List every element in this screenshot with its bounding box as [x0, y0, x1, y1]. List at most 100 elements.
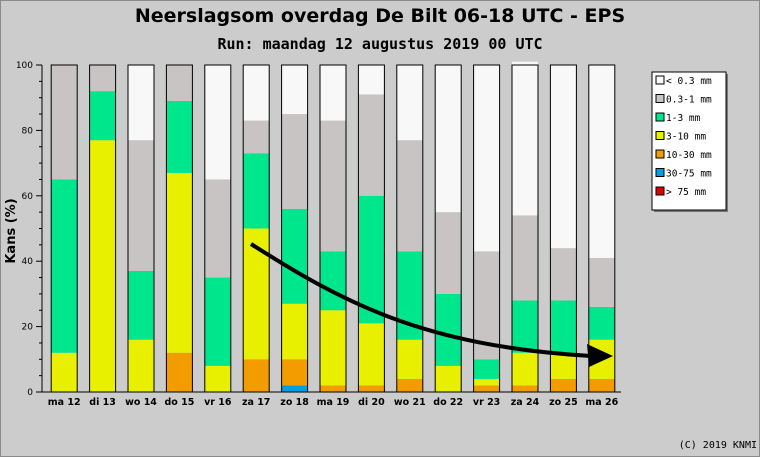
- bar-segment: [358, 65, 385, 95]
- y-tick-label: 100: [16, 61, 33, 71]
- bar-segment: [320, 385, 346, 392]
- legend: < 0.3 mm 0.3-1 mm 1-3 mm 3-10 mm 10-30 mm 30-…: [651, 71, 728, 212]
- bar-segment: [358, 195, 385, 324]
- legend-label: 30-75 mm: [666, 169, 712, 180]
- legend-swatch: [655, 75, 665, 85]
- bar-segment: [550, 248, 577, 301]
- legend-swatch: [655, 186, 665, 196]
- bar-segment: [396, 65, 423, 141]
- bar-segment: [512, 352, 538, 386]
- bar-segment: [51, 352, 78, 392]
- bar-segment: [51, 179, 78, 353]
- bar-segment: [512, 300, 538, 353]
- bar-segment: [435, 212, 462, 294]
- bar-segment: [281, 359, 308, 386]
- bar-segment: [473, 65, 500, 252]
- bar-segment: [550, 378, 577, 392]
- legend-swatch: [655, 131, 665, 140]
- bar-segment: [588, 65, 615, 258]
- y-tick-label: 40: [22, 257, 34, 267]
- x-tick-label: vr 23: [473, 397, 500, 408]
- bar-segment: [358, 94, 385, 196]
- bar-segment: [473, 385, 500, 392]
- legend-swatch: [655, 112, 665, 122]
- bar-segment: [512, 61, 538, 216]
- y-tick-label: 20: [22, 323, 34, 333]
- bar-segment: [204, 179, 231, 278]
- bar-segment: [358, 323, 385, 386]
- x-tick-label: vr 16: [204, 397, 232, 408]
- bar-segment: [243, 228, 270, 360]
- bar-segment: [128, 271, 154, 340]
- bar-segment: [243, 120, 270, 154]
- bar-segment: [281, 114, 308, 209]
- legend-swatch: [655, 168, 665, 177]
- x-tick-label: ma 12: [48, 397, 81, 408]
- legend-label: > 75 mm: [666, 187, 706, 198]
- bar-segment: [166, 352, 193, 392]
- bar-segment: [243, 359, 270, 392]
- bar-segment: [166, 65, 193, 101]
- bar-segment: [588, 306, 615, 340]
- bar-segment: [320, 65, 346, 121]
- legend-label: 0.3-1 mm: [666, 95, 712, 106]
- x-tick-label: zo 18: [280, 397, 309, 408]
- bar-segment: [204, 365, 231, 392]
- bar-segment: [281, 208, 308, 304]
- copyright-text: (C) 2019 KNMI: [679, 440, 757, 451]
- bar-segment: [435, 65, 462, 213]
- bar-segment: [396, 378, 423, 392]
- bar-segment: [281, 385, 308, 392]
- bar-segment: [550, 65, 577, 249]
- x-axis: ma 12 di 13 wo 14 do 15 vr 16 za 17 zo 18 ma 19…: [48, 397, 619, 408]
- bar-segment: [204, 65, 231, 180]
- legend-label: 3-10 mm: [666, 132, 706, 143]
- bar-segment: [281, 303, 308, 360]
- x-tick-label: do 22: [433, 397, 463, 408]
- y-axis: 0 20 40 60 80 100: [16, 61, 621, 398]
- bar-segment: [588, 378, 615, 392]
- bar-segment: [396, 339, 423, 379]
- trend-arrow: [249, 242, 613, 367]
- bar-segment: [204, 277, 231, 366]
- x-tick-label: zo 25: [549, 397, 578, 408]
- bar-segment: [89, 65, 116, 92]
- x-tick-label: za 24: [511, 397, 540, 408]
- bar-segment: [435, 365, 462, 392]
- bar-segment: [320, 251, 346, 311]
- y-axis-label: Kans (%): [4, 198, 19, 263]
- bars-group: [50, 61, 616, 393]
- bar-segment: [128, 140, 154, 272]
- x-tick-label: di 20: [358, 397, 385, 408]
- bar-segment: [358, 385, 385, 392]
- bar-segment: [89, 140, 116, 392]
- chart-subtitle: Run: maandag 12 augustus 2019 00 UTC: [217, 35, 542, 53]
- x-tick-label: do 15: [164, 397, 194, 408]
- bar-segment: [128, 65, 154, 141]
- bar-segment: [281, 65, 308, 115]
- bar-segment: [396, 140, 423, 252]
- bar-segment: [473, 359, 500, 379]
- y-tick-label: 80: [22, 126, 34, 136]
- legend-label: 10-30 mm: [666, 150, 712, 161]
- bar-segment: [128, 339, 154, 392]
- bar-segment: [435, 293, 462, 366]
- bar-segment: [473, 378, 500, 386]
- bar-segment: [166, 172, 193, 353]
- legend-label: 1-3 mm: [666, 113, 701, 124]
- bar-segment: [550, 300, 577, 353]
- x-tick-label: wo 14: [125, 397, 157, 408]
- legend-label: < 0.3 mm: [666, 76, 712, 87]
- bar-segment: [89, 91, 116, 141]
- chart-title: Neerslagsom overdag De Bilt 06-18 UTC - …: [135, 5, 625, 27]
- bar-segment: [550, 352, 577, 379]
- bar-segment: [51, 65, 78, 180]
- x-tick-label: wo 21: [394, 397, 426, 408]
- bar-segment: [243, 65, 270, 121]
- bar-segment: [320, 310, 346, 386]
- bar-segment: [166, 100, 193, 173]
- bar-segment: [320, 120, 346, 252]
- x-tick-label: ma 26: [585, 397, 618, 408]
- x-tick-label: ma 19: [317, 397, 350, 408]
